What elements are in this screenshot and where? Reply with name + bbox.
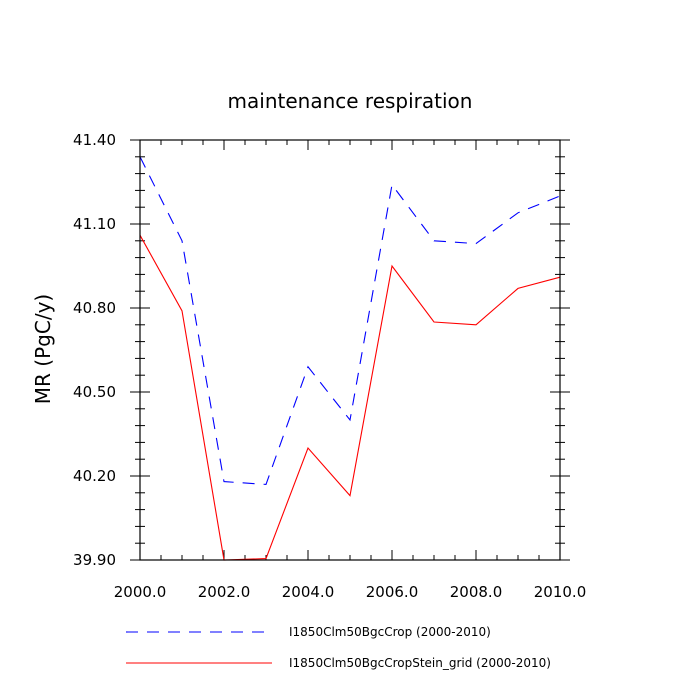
- x-tick-label: 2004.0: [282, 583, 335, 601]
- plot-frame: [139, 139, 561, 561]
- x-tick-label: 2010.0: [534, 583, 587, 601]
- x-tick-labels: 2000.0 2002.0 2004.0 2006.0 2008.0 2010.0: [114, 583, 587, 601]
- y-tick-labels: 39.90 40.20 40.50 40.80 41.10 41.40: [73, 131, 116, 569]
- x-tick-label: 2008.0: [450, 583, 503, 601]
- x-tick-label: 2000.0: [114, 583, 167, 601]
- legend: I1850Clm50BgcCrop (2000-2010) I1850Clm50B…: [126, 625, 551, 670]
- chart-title: maintenance respiration: [228, 89, 473, 113]
- series-line-2: [139, 234, 561, 561]
- legend-label-1: I1850Clm50BgcCrop (2000-2010): [289, 625, 491, 639]
- x-tick-label: 2002.0: [198, 583, 251, 601]
- legend-label-2: I1850Clm50BgcCropStein_grid (2000-2010): [289, 656, 551, 670]
- y-axis-label: MR (PgC/y): [31, 294, 55, 404]
- y-tick-label: 40.50: [73, 383, 116, 401]
- axis-ticks: [130, 139, 570, 561]
- y-tick-label: 40.80: [73, 299, 116, 317]
- y-tick-label: 41.40: [73, 131, 116, 149]
- y-tick-label: 41.10: [73, 215, 116, 233]
- y-tick-label: 39.90: [73, 551, 116, 569]
- x-tick-label: 2006.0: [366, 583, 419, 601]
- series-line-1: [139, 156, 561, 485]
- series-group: [139, 156, 561, 561]
- y-tick-label: 40.20: [73, 467, 116, 485]
